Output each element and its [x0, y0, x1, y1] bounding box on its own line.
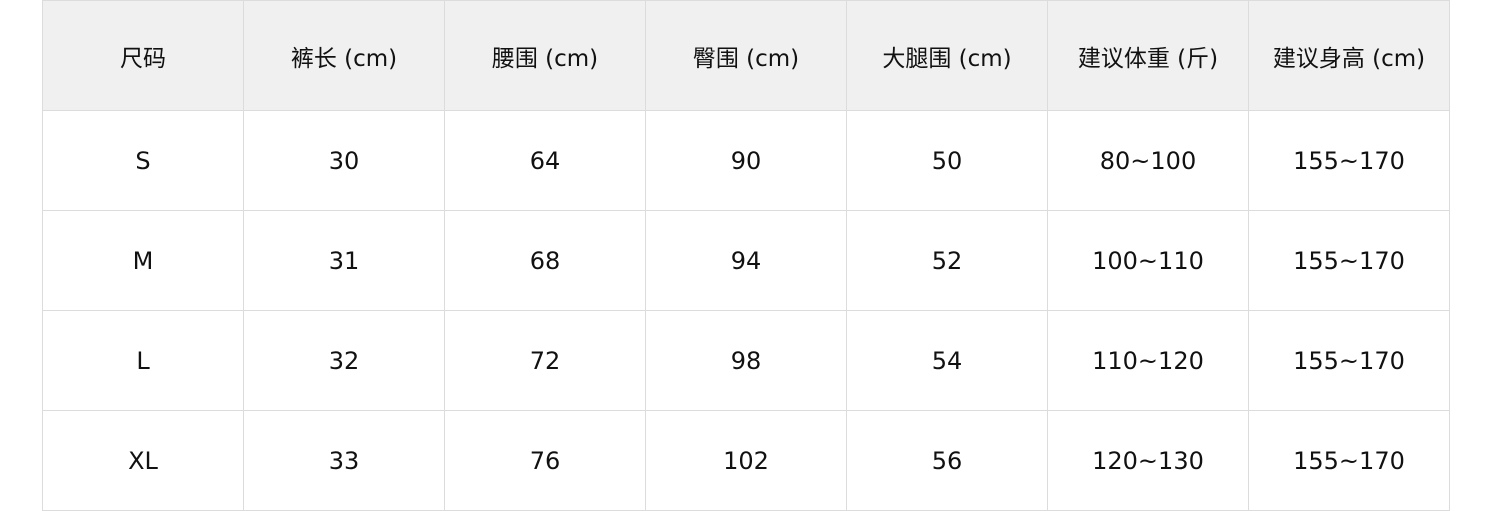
cell-length: 33 [243, 410, 445, 511]
cell-hip: 94 [645, 210, 847, 311]
cell-length: 30 [243, 110, 445, 211]
cell-waist: 68 [444, 210, 646, 311]
cell-hip: 102 [645, 410, 847, 511]
cell-size: L [42, 310, 244, 411]
cell-height: 155~170 [1248, 310, 1450, 411]
cell-weight: 110~120 [1047, 310, 1249, 411]
cell-height: 155~170 [1248, 410, 1450, 511]
cell-length: 31 [243, 210, 445, 311]
table-row: XL 33 76 102 56 120~130 155~170 [42, 410, 1450, 511]
header-height: 建议身高 (cm) [1248, 0, 1450, 111]
cell-length: 32 [243, 310, 445, 411]
table-row: S 30 64 90 50 80~100 155~170 [42, 110, 1450, 211]
cell-height: 155~170 [1248, 110, 1450, 211]
cell-size: S [42, 110, 244, 211]
cell-thigh: 54 [846, 310, 1048, 411]
header-hip: 臀围 (cm) [645, 0, 847, 111]
cell-waist: 76 [444, 410, 646, 511]
table-row: L 32 72 98 54 110~120 155~170 [42, 310, 1450, 411]
cell-height: 155~170 [1248, 210, 1450, 311]
cell-weight: 80~100 [1047, 110, 1249, 211]
size-chart-table: 尺码 裤长 (cm) 腰围 (cm) 臀围 (cm) 大腿围 (cm) 建议体重… [42, 0, 1450, 511]
cell-thigh: 56 [846, 410, 1048, 511]
header-waist: 腰围 (cm) [444, 0, 646, 111]
cell-hip: 90 [645, 110, 847, 211]
table-row: M 31 68 94 52 100~110 155~170 [42, 210, 1450, 311]
cell-weight: 100~110 [1047, 210, 1249, 311]
cell-waist: 72 [444, 310, 646, 411]
cell-size: M [42, 210, 244, 311]
header-weight: 建议体重 (斤) [1047, 0, 1249, 111]
header-thigh: 大腿围 (cm) [846, 0, 1048, 111]
cell-weight: 120~130 [1047, 410, 1249, 511]
header-size: 尺码 [42, 0, 244, 111]
cell-thigh: 50 [846, 110, 1048, 211]
header-length: 裤长 (cm) [243, 0, 445, 111]
table-header-row: 尺码 裤长 (cm) 腰围 (cm) 臀围 (cm) 大腿围 (cm) 建议体重… [42, 0, 1450, 111]
cell-waist: 64 [444, 110, 646, 211]
cell-thigh: 52 [846, 210, 1048, 311]
cell-size: XL [42, 410, 244, 511]
cell-hip: 98 [645, 310, 847, 411]
